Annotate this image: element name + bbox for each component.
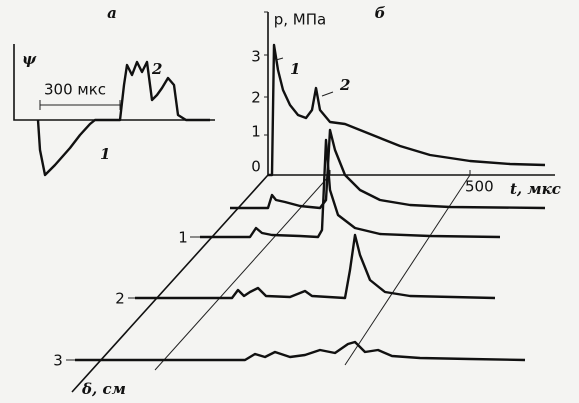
- curve-label: 2: [339, 76, 350, 94]
- axis-label: ψ: [22, 50, 37, 68]
- depth-tick-label: 1: [178, 229, 188, 247]
- y-tick-label: 2: [251, 89, 261, 107]
- trace: [135, 233, 496, 300]
- axes: [13, 44, 215, 121]
- ticks: [264, 11, 471, 175]
- depth-tick-label: 2: [115, 290, 125, 308]
- scale-label: 300 мкс: [44, 81, 106, 99]
- depth-tick-label: 3: [53, 352, 63, 370]
- trace: [200, 138, 501, 239]
- panel-label: a: [107, 4, 117, 22]
- panel-label: б: [375, 4, 386, 22]
- y-tick-label: 3: [251, 48, 261, 66]
- curve-label: 2: [151, 60, 162, 78]
- x-axis-label: t, мкс: [510, 180, 561, 198]
- curve-label: 1: [290, 60, 300, 78]
- y-tick-label: 0: [251, 158, 261, 176]
- depth-axis-label: δ, см: [81, 380, 126, 398]
- y-axis-label: p, МПа: [274, 11, 326, 29]
- scale-bar: [39, 100, 121, 110]
- depth-axis: [71, 174, 269, 393]
- leader: [275, 57, 334, 97]
- x-tick-label: 500: [465, 178, 494, 196]
- curve: [268, 43, 546, 177]
- trace: [75, 340, 526, 362]
- curve: [36, 60, 210, 177]
- curve-label: 1: [100, 145, 110, 163]
- y-tick-label: 1: [251, 123, 261, 141]
- guide-line: [154, 174, 471, 371]
